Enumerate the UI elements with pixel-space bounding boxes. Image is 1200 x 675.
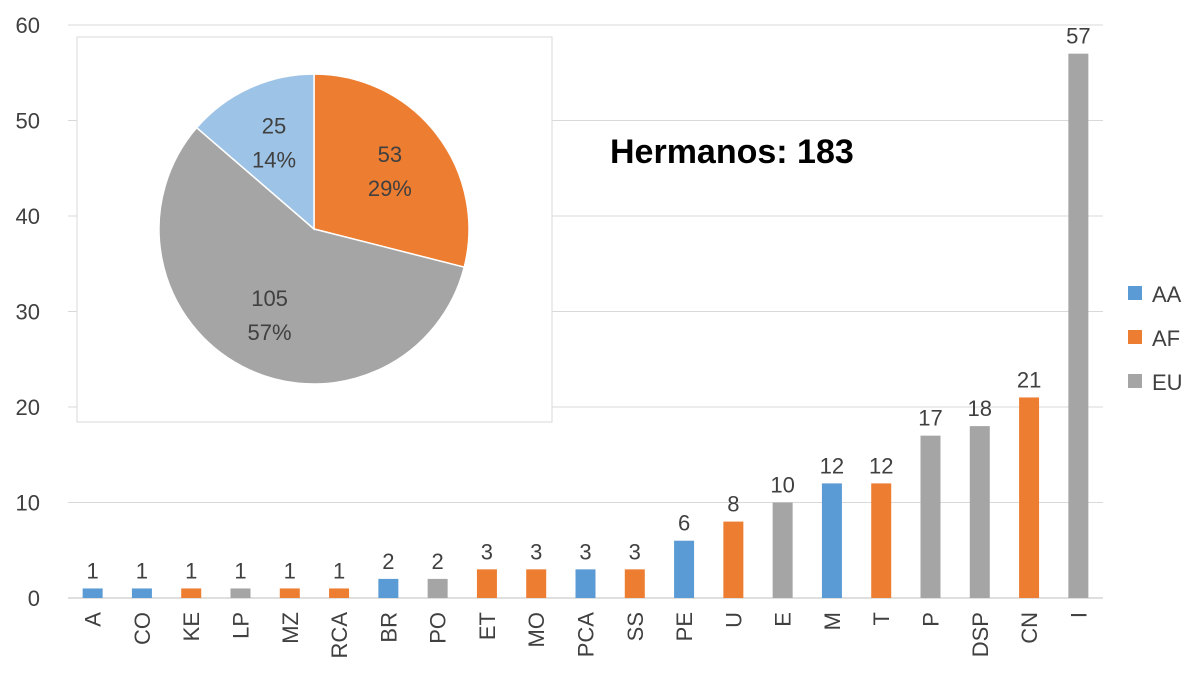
bar-data-label: 17 <box>918 406 942 431</box>
bar-data-label: 12 <box>869 453 893 478</box>
x-axis-ticks: A CO KE LP MZ RCA BR PO ET MO PCA SS PE U E M T P DSP CN I <box>81 612 1092 659</box>
pie-value-label: 105 <box>251 286 288 311</box>
bar-data-label: 12 <box>820 453 844 478</box>
x-tick-label: PCA <box>574 612 599 658</box>
pie-value-label: 53 <box>378 142 402 167</box>
y-tick-label: 0 <box>28 586 40 611</box>
bar <box>1019 397 1040 598</box>
x-tick-label: CO <box>130 612 155 645</box>
bar <box>131 588 152 598</box>
bar-data-label: 3 <box>629 539 641 564</box>
bar-data-label: 3 <box>481 539 493 564</box>
legend-label: AF <box>1152 326 1180 351</box>
bar <box>526 569 547 598</box>
pie-slice <box>313 73 470 269</box>
y-axis-ticks: 0 10 20 30 40 50 60 <box>16 13 40 611</box>
bar <box>329 588 350 598</box>
bar <box>871 483 892 598</box>
pie-percent-label: 29% <box>368 176 412 201</box>
pie-percent-label: 57% <box>248 320 292 345</box>
total-annotation: Hermanos: 183 <box>610 133 854 171</box>
x-tick-label: PO <box>426 612 451 644</box>
legend: AA AF EU <box>1128 282 1183 395</box>
x-tick-label: PE <box>672 612 697 641</box>
bar <box>476 569 497 598</box>
bar <box>674 540 695 598</box>
y-tick-label: 10 <box>16 491 40 516</box>
bar-data-label: 1 <box>136 558 148 583</box>
bar-data-label: 3 <box>530 539 542 564</box>
bar <box>378 578 399 598</box>
x-tick-label: A <box>81 612 106 627</box>
x-tick-label: SS <box>623 612 648 641</box>
bar-data-label: 1 <box>87 558 99 583</box>
y-tick-label: 50 <box>16 109 40 134</box>
bar-data-label: 2 <box>432 549 444 574</box>
legend-swatch <box>1128 374 1142 388</box>
x-tick-label: T <box>869 612 894 625</box>
legend-label: AA <box>1152 282 1182 307</box>
x-tick-label: ET <box>475 612 500 640</box>
bar <box>969 426 990 598</box>
x-tick-label: M <box>820 612 845 630</box>
x-tick-label: U <box>721 612 746 628</box>
bar <box>821 483 842 598</box>
y-tick-label: 20 <box>16 395 40 420</box>
x-tick-label: P <box>919 612 944 627</box>
pie-slice <box>158 126 466 385</box>
y-tick-label: 30 <box>16 300 40 325</box>
x-tick-label: DSP <box>968 612 993 657</box>
pie-chart: 53 29% 105 57% 25 14% <box>76 36 553 423</box>
bar-data-label: 2 <box>382 549 394 574</box>
bar <box>723 521 744 598</box>
legend-swatch <box>1128 286 1142 300</box>
x-tick-label: BR <box>376 612 401 643</box>
x-tick-label: MZ <box>278 612 303 644</box>
x-tick-label: RCA <box>327 612 352 659</box>
bar-data-label: 1 <box>185 558 197 583</box>
y-tick-label: 60 <box>16 13 40 38</box>
x-tick-label: I <box>1066 612 1091 618</box>
bar <box>772 502 793 598</box>
bar <box>427 578 448 598</box>
bar <box>181 588 202 598</box>
bar-data-label: 1 <box>234 558 246 583</box>
bar-data-label: 1 <box>333 558 345 583</box>
x-tick-label: MO <box>524 612 549 647</box>
x-tick-label: E <box>771 612 796 627</box>
bar <box>575 569 596 598</box>
bar-data-label: 3 <box>579 539 591 564</box>
legend-swatch <box>1128 330 1142 344</box>
legend-label: EU <box>1152 370 1183 395</box>
pie-slice <box>195 73 315 231</box>
pie-value-label: 25 <box>262 114 286 139</box>
bar <box>279 588 300 598</box>
x-tick-label: LP <box>229 612 254 639</box>
bar <box>1068 53 1089 598</box>
bar-data-label: 6 <box>678 511 690 536</box>
x-tick-label: CN <box>1017 612 1042 644</box>
bar <box>920 435 941 598</box>
bar-series <box>82 53 1089 598</box>
bar-data-label: 18 <box>968 396 992 421</box>
y-tick-label: 40 <box>16 204 40 229</box>
bar <box>624 569 645 598</box>
bar-data-label: 21 <box>1017 367 1041 392</box>
bar-data-label: 10 <box>770 473 794 498</box>
pie-percent-label: 14% <box>252 148 296 173</box>
bar <box>230 588 251 598</box>
x-tick-label: KE <box>179 612 204 641</box>
bar-data-label: 8 <box>727 492 739 517</box>
bar-data-label: 57 <box>1066 24 1090 49</box>
bar-data-label: 1 <box>284 558 296 583</box>
bar <box>82 588 103 598</box>
